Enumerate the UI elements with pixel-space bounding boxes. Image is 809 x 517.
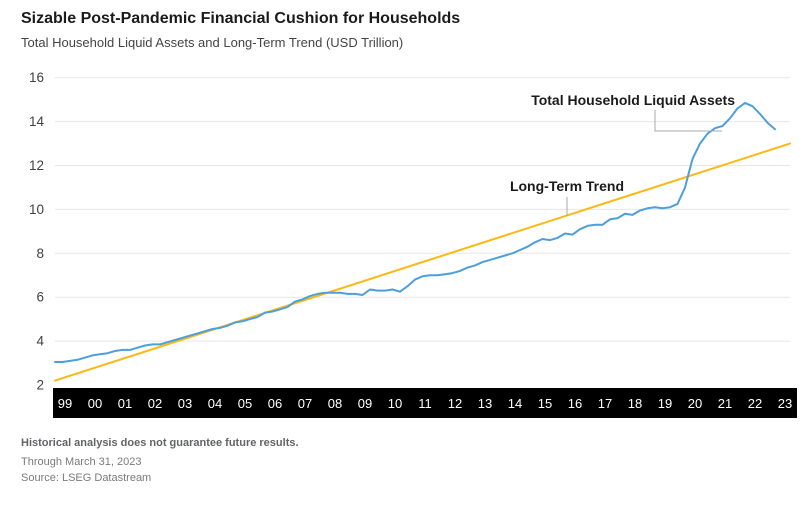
x-axis-tick-label: 05 (238, 396, 252, 411)
y-axis-tick-label: 10 (29, 202, 44, 217)
x-axis-tick-label: 19 (658, 396, 672, 411)
y-axis-tick-label: 16 (29, 70, 44, 85)
gridlines (55, 77, 790, 342)
page-title: Sizable Post-Pandemic Financial Cushion … (21, 10, 461, 27)
x-axis-tick-label: 20 (688, 396, 702, 411)
x-axis-tick-label: 16 (568, 396, 582, 411)
y-axis-tick-label: 14 (29, 114, 45, 129)
y-axis-tick-label: 4 (36, 334, 44, 349)
x-axis-tick-label: 03 (178, 396, 192, 411)
x-axis-tick-label: 15 (538, 396, 552, 411)
x-axis-tick-label: 17 (598, 396, 612, 411)
x-axis-tick-label: 07 (298, 396, 312, 411)
y-axis-tick-label: 8 (36, 246, 44, 261)
x-axis-tick-label: 04 (208, 396, 222, 411)
trend-line (54, 142, 791, 382)
assets-annotation-connector (654, 110, 722, 132)
chart-subtitle: Total Household Liquid Assets and Long-T… (21, 35, 404, 50)
x-axis-band: 99 00 01 02 03 04 05 06 07 08 09 10 11 12 13 14 15 16 17 18… (53, 388, 797, 418)
y-axis-tick-label: 2 (36, 378, 44, 393)
x-axis-tick-label: 14 (508, 396, 522, 411)
y-axis-labels: 2 4 6 8 10 12 14 16 (29, 70, 45, 392)
y-axis-tick-label: 12 (29, 158, 44, 173)
x-axis-tick-label: 21 (718, 396, 732, 411)
x-axis-tick-label: 02 (148, 396, 162, 411)
trend-series-label: Long-Term Trend (510, 178, 624, 194)
data-series (54, 101, 791, 382)
as-of-date-text: Through March 31, 2023 (21, 456, 142, 468)
x-axis-band-rect (53, 388, 797, 418)
source-text: Source: LSEG Datastream (21, 472, 152, 484)
y-axis-tick-label: 6 (36, 290, 44, 305)
x-axis-tick-label: 12 (448, 396, 462, 411)
disclaimer-text: Historical analysis does not guarantee f… (21, 437, 299, 449)
assets-series-label: Total Household Liquid Assets (531, 92, 735, 108)
x-axis-tick-label: 22 (748, 396, 762, 411)
x-axis-tick-label: 99 (58, 396, 72, 411)
x-axis-tick-label: 09 (358, 396, 372, 411)
x-axis-tick-label: 11 (418, 396, 432, 411)
x-axis-tick-label: 18 (628, 396, 642, 411)
x-axis-tick-label: 08 (328, 396, 342, 411)
x-axis-tick-label: 06 (268, 396, 282, 411)
x-axis-tick-label: 10 (388, 396, 402, 411)
x-axis-tick-label: 13 (478, 396, 492, 411)
x-axis-tick-label: 01 (118, 396, 132, 411)
x-axis-tick-label: 00 (88, 396, 102, 411)
x-axis-tick-label: 23 (778, 396, 792, 411)
assets-line (54, 101, 776, 363)
